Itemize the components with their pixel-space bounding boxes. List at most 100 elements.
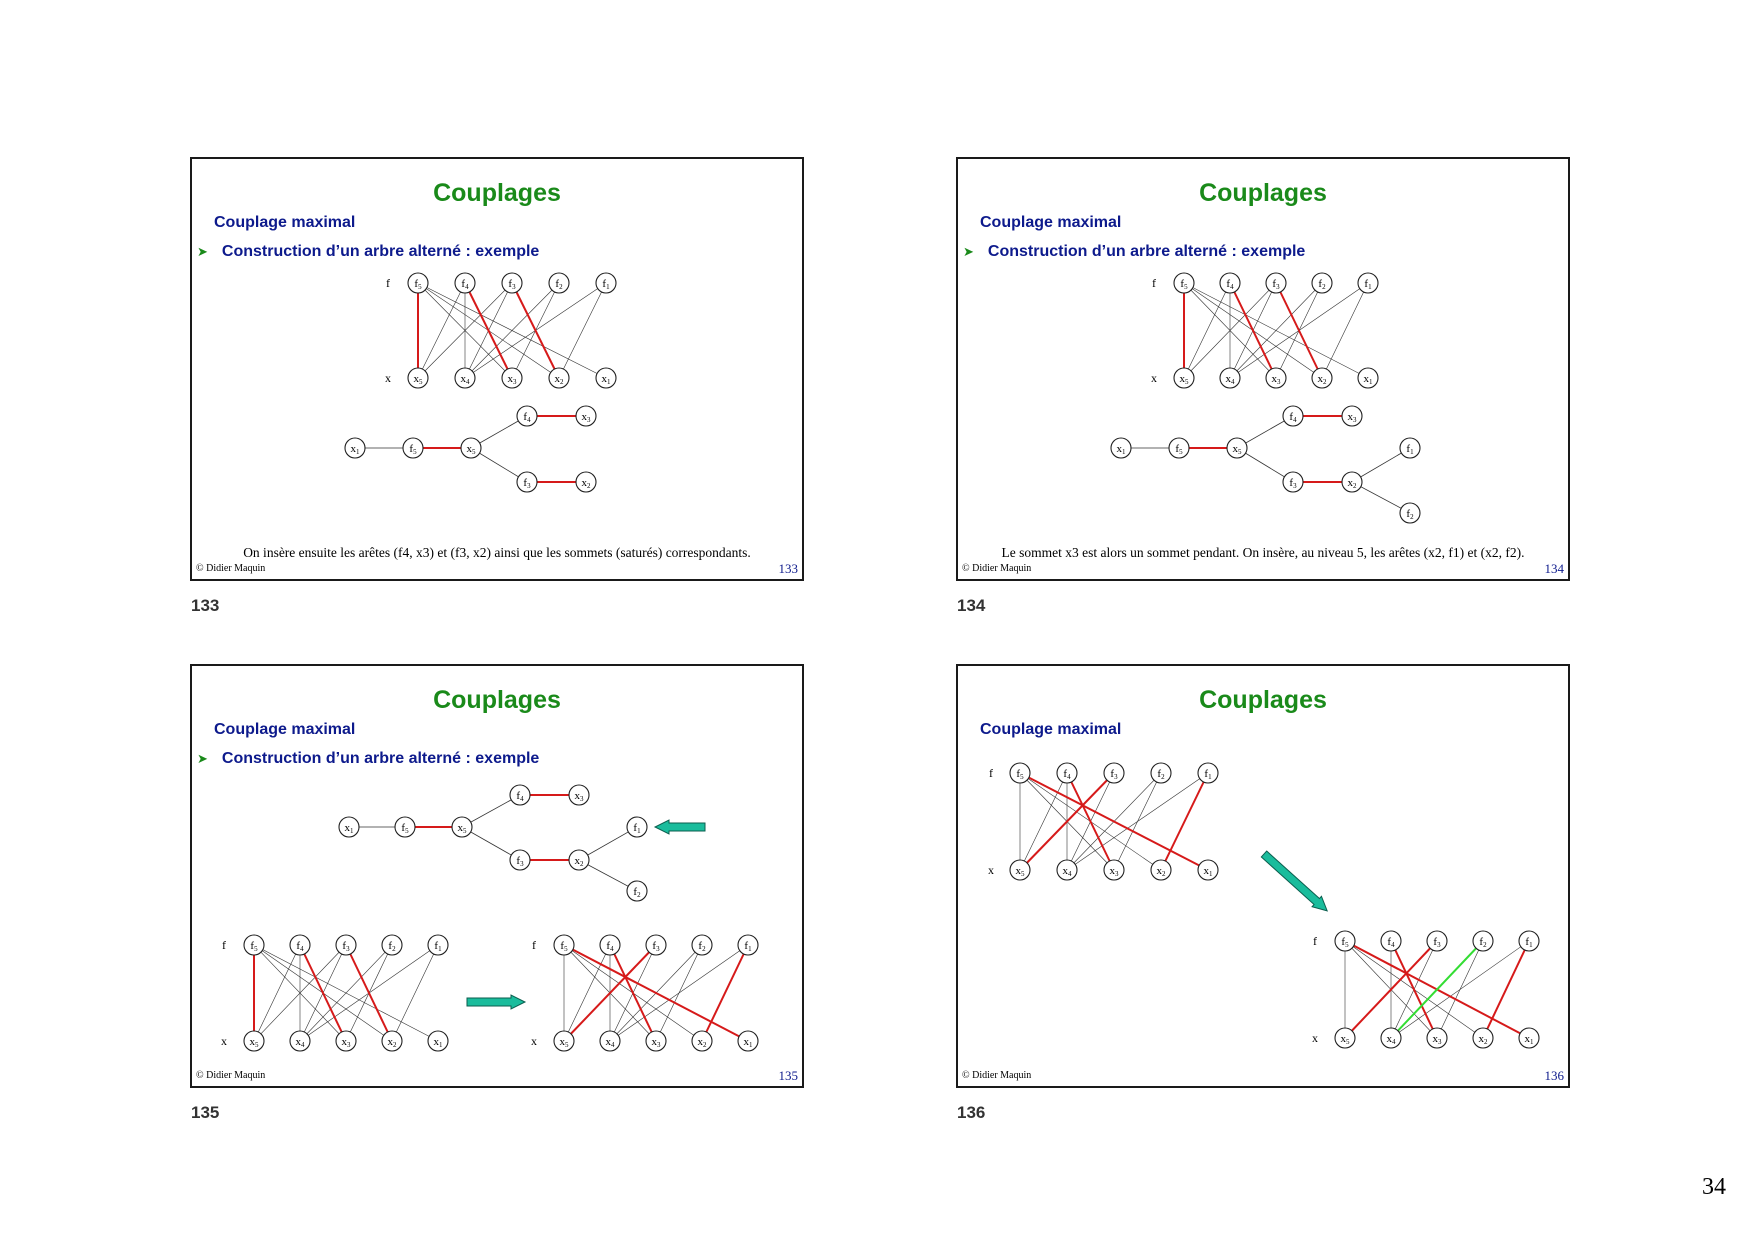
node-label: f4 bbox=[1063, 768, 1071, 781]
graph-node bbox=[1197, 762, 1219, 784]
node-label: f2 bbox=[1479, 936, 1487, 949]
node-label: f2 bbox=[388, 940, 396, 953]
node-label: f4 bbox=[1226, 278, 1234, 291]
graph-node bbox=[501, 367, 523, 389]
graph-diagram: x1 f5 x5 f4 x3 f3 x2 f1 f2 f x f5 f4 f3 f2 f1 x5 x4 x3 x2 x1… bbox=[221, 784, 759, 1052]
graph-edge bbox=[563, 944, 657, 1042]
graph-edge bbox=[609, 944, 749, 1042]
graph-node bbox=[575, 471, 597, 493]
node-label: f1 bbox=[633, 822, 641, 835]
graph-node bbox=[407, 272, 429, 294]
slide-label: 135 bbox=[191, 1103, 220, 1122]
arrow-bullet-icon: ➤ bbox=[197, 751, 208, 766]
node-label: f2 bbox=[1157, 768, 1165, 781]
slide-title: Couplages bbox=[433, 686, 561, 714]
bullet-text: Construction d’un arbre alterné : exempl… bbox=[221, 243, 540, 260]
graph-edge bbox=[1236, 415, 1294, 449]
node-label: x1 bbox=[1525, 1033, 1535, 1046]
node-label: x5 bbox=[414, 373, 424, 386]
graph-edge bbox=[464, 282, 513, 379]
slide-subtitle: Couplage maximal bbox=[214, 721, 356, 738]
node-label: x3 bbox=[508, 373, 518, 386]
node-label: x5 bbox=[458, 822, 468, 835]
copyright: © Didier Maquin bbox=[962, 1070, 1032, 1081]
node-label: x4 bbox=[1063, 865, 1073, 878]
slide-label: 133 bbox=[191, 596, 220, 615]
graph-node bbox=[1009, 762, 1031, 784]
node-label: x1 bbox=[1364, 373, 1374, 386]
right-arrow-icon bbox=[466, 994, 527, 1010]
row-label: x bbox=[221, 1034, 227, 1048]
graph-edge bbox=[417, 282, 466, 379]
row-label: f bbox=[989, 766, 993, 780]
graph-edge bbox=[1066, 772, 1115, 871]
slide-bullet: ➤ Construction d’un arbre alterné : exemp… bbox=[197, 750, 539, 768]
copyright: © Didier Maquin bbox=[196, 1070, 266, 1081]
graph-node bbox=[451, 816, 473, 838]
slide-subtitle: Couplage maximal bbox=[980, 721, 1122, 738]
graph-node bbox=[1426, 930, 1448, 952]
slide-136: Couplages Couplage maximal f x f5 f4 f3 f2 f1 x… bbox=[956, 664, 1570, 1088]
node-label: f3 bbox=[1272, 278, 1280, 291]
node-label: x4 bbox=[1387, 1033, 1397, 1046]
node-label: f2 bbox=[633, 886, 641, 899]
bullet-text: Construction d’un arbre alterné : exempl… bbox=[221, 750, 540, 767]
row-label: x bbox=[1151, 371, 1157, 385]
row-label: f bbox=[532, 938, 536, 952]
graph-node bbox=[1282, 405, 1304, 427]
graph-node bbox=[381, 934, 403, 956]
graph-edge bbox=[578, 826, 638, 861]
node-label: x5 bbox=[1016, 865, 1026, 878]
graph-node bbox=[1334, 930, 1356, 952]
graph-node bbox=[460, 437, 482, 459]
node-label: f3 bbox=[1289, 477, 1297, 490]
copyright: © Didier Maquin bbox=[196, 563, 266, 574]
node-label: f3 bbox=[516, 855, 524, 868]
graph-node bbox=[568, 784, 590, 806]
node-label: x3 bbox=[1272, 373, 1282, 386]
node-label: f4 bbox=[516, 790, 524, 803]
graph-diagram: f x f5 f4 f3 f2 f1 x5 x4 x3 x2 x1 x1 f5 x5 f4 x3 f3 x2 f1 f2 bbox=[1110, 272, 1421, 524]
node-label: x1 bbox=[1204, 865, 1214, 878]
node-label: x2 bbox=[1318, 373, 1328, 386]
graph-edge bbox=[511, 282, 560, 379]
graph-node bbox=[1472, 930, 1494, 952]
left-arrow-icon bbox=[653, 819, 706, 835]
node-label: f1 bbox=[1406, 443, 1414, 456]
graph-node bbox=[1173, 272, 1195, 294]
graph-edge bbox=[253, 944, 347, 1042]
node-label: f5 bbox=[1341, 936, 1349, 949]
node-label: x2 bbox=[1157, 865, 1167, 878]
graph-edge bbox=[1390, 940, 1530, 1039]
graph-node bbox=[1334, 1027, 1356, 1049]
node-label: x2 bbox=[575, 855, 585, 868]
graph-edge bbox=[609, 944, 657, 1042]
node-label: x3 bbox=[1110, 865, 1120, 878]
graph-node bbox=[626, 816, 648, 838]
slide-title: Couplages bbox=[433, 179, 561, 207]
graph-node bbox=[595, 272, 617, 294]
graph-node bbox=[1265, 272, 1287, 294]
graph-node bbox=[1311, 367, 1333, 389]
graph-edge bbox=[464, 282, 560, 379]
graph-node bbox=[1168, 437, 1190, 459]
graph-node bbox=[575, 405, 597, 427]
copyright: © Didier Maquin bbox=[962, 563, 1032, 574]
node-label: f1 bbox=[434, 940, 442, 953]
row-label: x bbox=[531, 1034, 537, 1048]
graph-node bbox=[509, 849, 531, 871]
graph-node bbox=[1341, 405, 1363, 427]
node-label: x3 bbox=[342, 1036, 352, 1049]
node-label: f1 bbox=[1364, 278, 1372, 291]
graph-edge bbox=[1390, 940, 1438, 1039]
node-label: f4 bbox=[606, 940, 614, 953]
row-label: x bbox=[1312, 1031, 1318, 1045]
node-label: x2 bbox=[555, 373, 565, 386]
slide-133: Couplages Couplage maximal ➤ Construction… bbox=[190, 157, 804, 581]
node-label: x1 bbox=[351, 443, 361, 456]
slide-subtitle: Couplage maximal bbox=[214, 214, 356, 231]
graph-node bbox=[1341, 471, 1363, 493]
node-label: x5 bbox=[1180, 373, 1190, 386]
graph-node bbox=[1219, 367, 1241, 389]
graph-node bbox=[599, 1030, 621, 1052]
